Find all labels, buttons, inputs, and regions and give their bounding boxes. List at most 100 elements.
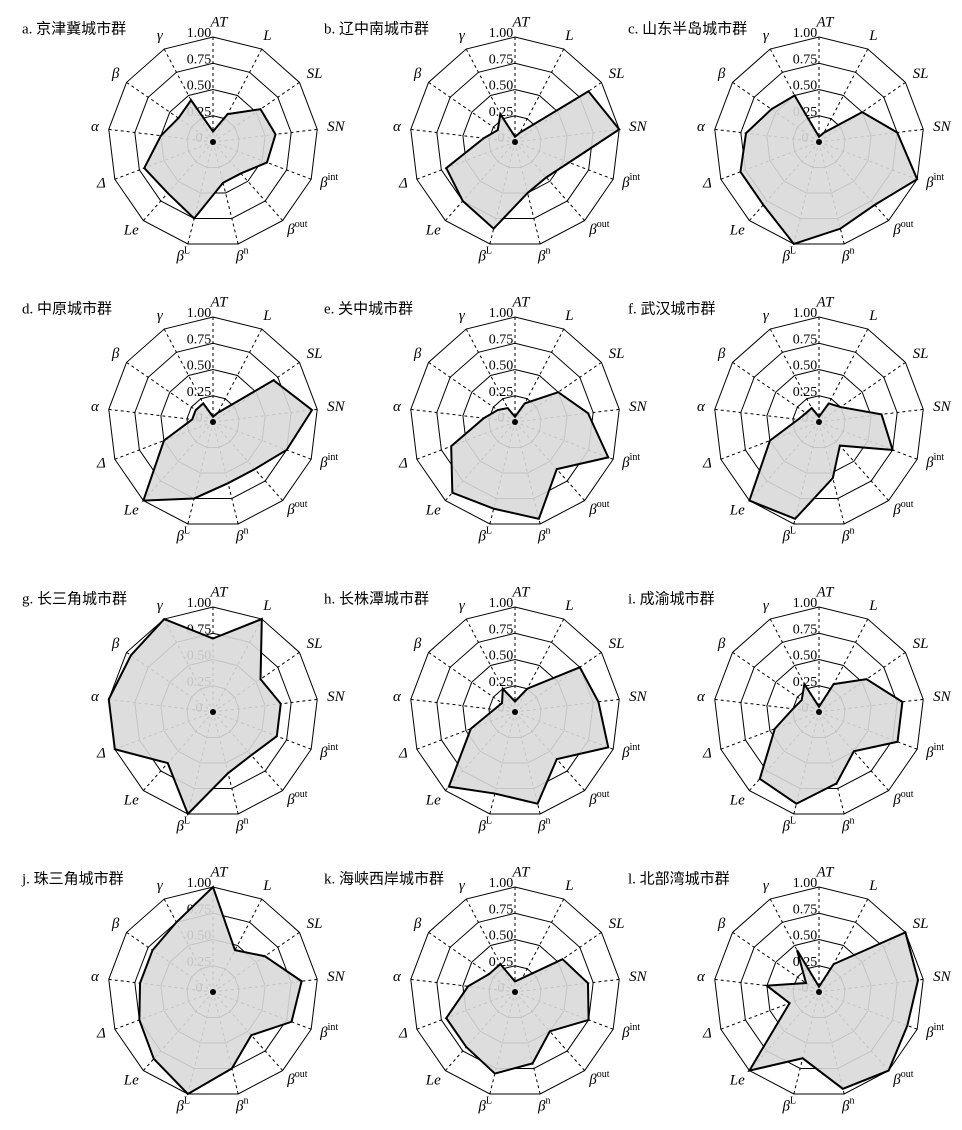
axis-label: βL (781, 246, 796, 265)
axis-label: SN (933, 689, 952, 705)
axis-label: γ (459, 308, 466, 324)
tick-label: 0.25 (489, 105, 514, 120)
chart-title: k. 海峡西岸城市群 (324, 870, 444, 887)
axis-label: L (868, 598, 877, 614)
axis-label: βint (925, 742, 944, 761)
axis-label: SN (327, 969, 346, 985)
tick-label: 0.75 (187, 52, 212, 67)
radar-panel: k. 海峡西岸城市群00.250.500.751.00ATLSLSNβintβo… (324, 864, 648, 1115)
axis-label: βL (477, 1096, 492, 1115)
tick-label: 1.00 (793, 26, 818, 41)
axis-label: βL (477, 816, 492, 835)
axis-label: βout (286, 1069, 307, 1088)
radar-panel: b. 辽中南城市群00.250.500.751.00ATLSLSNβintβou… (324, 14, 648, 265)
axis-label: βout (892, 219, 913, 238)
axis-label: βL (477, 526, 492, 545)
axis-label: Δ (96, 176, 106, 192)
axis-label: SL (913, 346, 929, 362)
axis-label: SN (629, 689, 648, 705)
tick-label: 0.50 (793, 359, 818, 374)
center-dot (210, 139, 216, 145)
tick-label: 0.50 (187, 359, 212, 374)
axis-label: SL (609, 916, 625, 932)
axis-label: βint (925, 452, 944, 471)
axis-label: Δ (398, 1026, 408, 1042)
axis-label: L (564, 28, 573, 44)
tick-label: 1.00 (793, 596, 818, 611)
axis-label: SL (307, 636, 323, 652)
grid-ring (410, 36, 620, 245)
axis-label: L (262, 598, 271, 614)
axis-label: β (111, 66, 120, 82)
axis-label: γ (763, 598, 770, 614)
data-polygon (747, 930, 920, 1090)
tick-label: 1.00 (187, 876, 212, 891)
data-polygon (141, 379, 314, 502)
radar-panel: e. 关中城市群00.250.500.751.00ATLSLSNβintβout… (324, 294, 648, 545)
axis-label: Le (729, 503, 745, 519)
data-polygon (143, 98, 277, 220)
grid-ring (108, 36, 318, 245)
axis-label: γ (763, 28, 770, 44)
tick-label: 0.75 (489, 902, 514, 917)
axis-label: β (111, 346, 120, 362)
axis-label: βn (235, 816, 248, 835)
axis-label: β (717, 66, 726, 82)
grid-ring (108, 316, 318, 525)
tick-label: 0.75 (793, 332, 818, 347)
axis-label: β (413, 66, 422, 82)
axis-label: α (91, 969, 100, 985)
axis-label: Le (123, 1073, 139, 1089)
axis-label: L (262, 878, 271, 894)
axis-label: SN (933, 119, 952, 135)
tick-label: 0.50 (793, 649, 818, 664)
axis-label: γ (157, 28, 164, 44)
center-dot (512, 139, 518, 145)
axis-label: βout (588, 499, 609, 518)
grid-ring (410, 886, 620, 1095)
chart-title: h. 长株潭城市群 (324, 590, 429, 607)
axis-label: Δ (398, 456, 408, 472)
axis-label: βn (235, 1096, 248, 1115)
axis-label: βL (781, 1096, 796, 1115)
axis-label: L (868, 878, 877, 894)
axis-label: Le (123, 223, 139, 239)
chart-title: g. 长三角城市群 (22, 590, 127, 607)
axis-label: Δ (702, 1026, 712, 1042)
axis-label: SN (629, 119, 648, 135)
center-dot (512, 989, 518, 995)
tick-label: 0.25 (793, 385, 818, 400)
axis-label: Le (123, 503, 139, 519)
chart-title: a. 京津冀城市群 (22, 20, 126, 37)
axis-label: α (393, 969, 402, 985)
data-polygon (445, 89, 621, 231)
tick-label: 1.00 (489, 596, 514, 611)
radar-panel: a. 京津冀城市群00.250.500.751.00ATLSLSNβintβou… (22, 14, 346, 265)
tick-label: 0.75 (793, 902, 818, 917)
radar-panel: i. 成渝城市群00.250.500.751.00ATLSLSNβintβout… (628, 584, 952, 835)
axis-label: SL (609, 346, 625, 362)
axis-label: βint (621, 1022, 640, 1041)
tick-label: 1.00 (187, 26, 212, 41)
axis-label: α (393, 399, 402, 415)
tick-label: 0.75 (187, 332, 212, 347)
axis-label: βint (319, 172, 338, 191)
axis-label: βL (175, 816, 190, 835)
center-dot (816, 709, 822, 715)
data-polygon (748, 402, 895, 521)
axis-label: βint (319, 1022, 338, 1041)
axis-label: α (91, 399, 100, 415)
axis-label: SL (307, 916, 323, 932)
axis-label: SL (609, 66, 625, 82)
tick-label: 0.75 (793, 622, 818, 637)
axis-label: βout (286, 789, 307, 808)
tick-label: 1.00 (489, 306, 514, 321)
radar-panel: h. 长株潭城市群00.250.500.751.00ATLSLSNβintβou… (324, 584, 648, 835)
radar-panel: j. 珠三角城市群00.250.500.751.00ATLSLSNβintβou… (21, 864, 346, 1115)
axis-label: SN (933, 399, 952, 415)
axis-label: AT (210, 864, 230, 880)
axis-label: L (564, 308, 573, 324)
axis-label: βout (588, 789, 609, 808)
axis-label: Δ (96, 456, 106, 472)
axis-label: βn (841, 1096, 854, 1115)
